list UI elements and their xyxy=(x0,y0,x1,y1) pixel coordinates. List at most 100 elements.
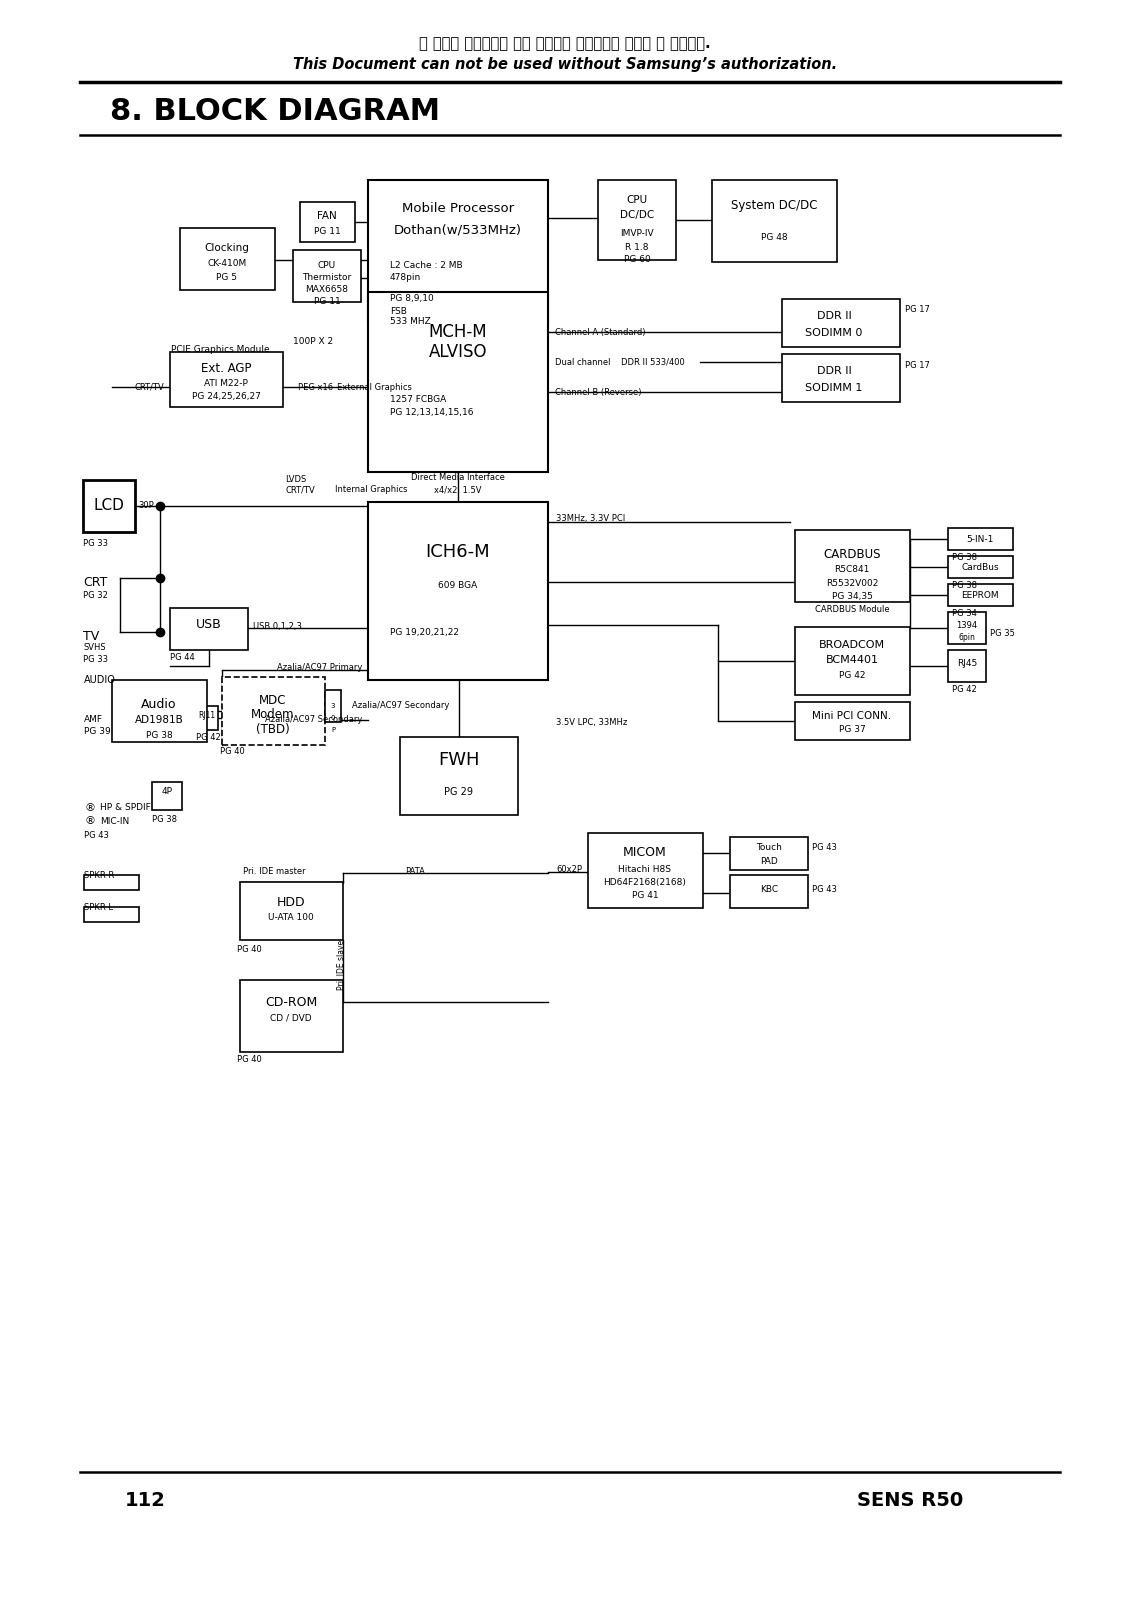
Text: Clocking: Clocking xyxy=(205,243,250,253)
Text: Azalia/AC97 Primary: Azalia/AC97 Primary xyxy=(277,664,362,672)
Text: FAN: FAN xyxy=(317,211,337,221)
Text: P: P xyxy=(331,726,335,733)
Text: PG 42: PG 42 xyxy=(839,672,865,680)
Text: BROADCOM: BROADCOM xyxy=(819,640,886,650)
Text: TV: TV xyxy=(83,629,100,643)
Text: PG 38: PG 38 xyxy=(146,731,172,739)
Text: Dothan(w/533MHz): Dothan(w/533MHz) xyxy=(394,224,523,237)
Text: PG 40: PG 40 xyxy=(221,747,244,757)
Text: This Document can not be used without Samsung’s authorization.: This Document can not be used without Sa… xyxy=(293,56,837,72)
Text: (TBD): (TBD) xyxy=(256,723,290,736)
Text: FSB: FSB xyxy=(390,307,407,315)
FancyBboxPatch shape xyxy=(782,299,900,347)
FancyBboxPatch shape xyxy=(84,875,139,890)
Text: EEPROM: EEPROM xyxy=(961,590,999,600)
Text: PG 44: PG 44 xyxy=(170,653,195,662)
FancyBboxPatch shape xyxy=(293,250,361,302)
Text: ®: ® xyxy=(84,803,95,813)
Text: PG 11: PG 11 xyxy=(313,227,340,235)
Text: CD / DVD: CD / DVD xyxy=(270,1013,312,1022)
Text: SVHS: SVHS xyxy=(83,643,105,653)
Text: HP & SPDIF: HP & SPDIF xyxy=(100,803,150,811)
Text: IMVP-IV: IMVP-IV xyxy=(620,229,654,238)
Text: PG 48: PG 48 xyxy=(761,234,787,243)
Text: PG 43: PG 43 xyxy=(812,885,837,894)
FancyBboxPatch shape xyxy=(170,608,248,650)
Text: Direct Media Interface: Direct Media Interface xyxy=(411,474,504,483)
Text: CardBus: CardBus xyxy=(961,563,999,571)
Text: PG 17: PG 17 xyxy=(905,360,930,370)
Text: RJ45: RJ45 xyxy=(957,659,977,669)
Text: PG 38: PG 38 xyxy=(952,581,977,590)
Text: CRT/TV: CRT/TV xyxy=(135,382,164,392)
Text: PG 11: PG 11 xyxy=(313,298,340,307)
FancyBboxPatch shape xyxy=(300,202,355,242)
Text: PAD: PAD xyxy=(760,856,778,866)
FancyBboxPatch shape xyxy=(180,227,275,290)
Text: CRT: CRT xyxy=(83,576,107,589)
Text: 100P X 2: 100P X 2 xyxy=(293,338,334,347)
Text: Ext. AGP: Ext. AGP xyxy=(200,362,251,374)
Text: 3.5V LPC, 33MHz: 3.5V LPC, 33MHz xyxy=(556,717,628,726)
Text: SPKR L: SPKR L xyxy=(84,902,113,912)
FancyBboxPatch shape xyxy=(240,979,343,1053)
Text: Azalia/AC97 Secondary: Azalia/AC97 Secondary xyxy=(352,701,449,710)
Text: HDD: HDD xyxy=(277,896,305,909)
Text: PG 24,25,26,27: PG 24,25,26,27 xyxy=(191,392,260,402)
Text: 533 MHZ: 533 MHZ xyxy=(390,317,431,326)
Text: R 1.8: R 1.8 xyxy=(625,243,649,251)
Text: Pri. IDE master: Pri. IDE master xyxy=(243,867,305,877)
Text: Pri. IDE slave: Pri. IDE slave xyxy=(337,939,345,990)
Text: PG 35: PG 35 xyxy=(990,629,1015,638)
Text: AUDIO: AUDIO xyxy=(84,675,115,685)
Text: PG 33: PG 33 xyxy=(83,656,107,664)
Text: CARDBUS: CARDBUS xyxy=(823,547,881,560)
Text: CRT/TV: CRT/TV xyxy=(285,485,314,494)
Text: AD1981B: AD1981B xyxy=(135,715,183,725)
Text: MAX6658: MAX6658 xyxy=(305,285,348,294)
Text: 0: 0 xyxy=(330,715,335,722)
Text: PG 60: PG 60 xyxy=(623,254,650,264)
FancyBboxPatch shape xyxy=(368,502,549,680)
Text: PG 39: PG 39 xyxy=(84,728,111,736)
Text: 6pin: 6pin xyxy=(959,634,975,643)
Text: PG 40: PG 40 xyxy=(238,946,261,955)
Text: SENS R50: SENS R50 xyxy=(857,1491,964,1509)
Text: PATA: PATA xyxy=(405,867,425,877)
Text: PG 40: PG 40 xyxy=(238,1056,261,1064)
Text: 609 BGA: 609 BGA xyxy=(439,581,477,589)
Text: 112: 112 xyxy=(124,1491,165,1509)
FancyBboxPatch shape xyxy=(196,706,218,730)
Text: USB: USB xyxy=(196,619,222,632)
Text: PG 8,9,10: PG 8,9,10 xyxy=(390,293,434,302)
FancyBboxPatch shape xyxy=(948,650,986,682)
Text: Modem: Modem xyxy=(251,707,295,720)
Text: 3: 3 xyxy=(330,702,335,709)
Text: 1257 FCBGA: 1257 FCBGA xyxy=(390,395,447,405)
Text: R5532V002: R5532V002 xyxy=(826,579,878,587)
Text: PG 34: PG 34 xyxy=(952,610,977,619)
Text: SPKR R: SPKR R xyxy=(84,870,114,880)
Text: PG 17: PG 17 xyxy=(905,306,930,315)
Text: PG 12,13,14,15,16: PG 12,13,14,15,16 xyxy=(390,408,474,418)
Text: MCH-M: MCH-M xyxy=(429,323,487,341)
Text: R5C841: R5C841 xyxy=(835,565,870,574)
FancyBboxPatch shape xyxy=(598,179,676,259)
Text: PG 42: PG 42 xyxy=(196,733,221,742)
Text: DDR II: DDR II xyxy=(817,310,852,322)
Text: Thermistor: Thermistor xyxy=(302,274,352,283)
Text: AMF: AMF xyxy=(84,715,103,725)
Text: Audio: Audio xyxy=(141,698,176,710)
FancyBboxPatch shape xyxy=(948,611,986,643)
Text: ICH6-M: ICH6-M xyxy=(425,542,491,562)
Text: CPU: CPU xyxy=(627,195,648,205)
Text: CD-ROM: CD-ROM xyxy=(265,995,317,1008)
Text: PEG x16: PEG x16 xyxy=(297,382,334,392)
Text: Touch: Touch xyxy=(756,843,782,853)
Text: DC/DC: DC/DC xyxy=(620,210,654,219)
FancyBboxPatch shape xyxy=(112,680,207,742)
Text: 30P: 30P xyxy=(138,501,154,510)
Text: PG 38: PG 38 xyxy=(152,814,176,824)
Text: Mobile Processor: Mobile Processor xyxy=(402,202,515,214)
Text: PG 37: PG 37 xyxy=(838,725,865,734)
